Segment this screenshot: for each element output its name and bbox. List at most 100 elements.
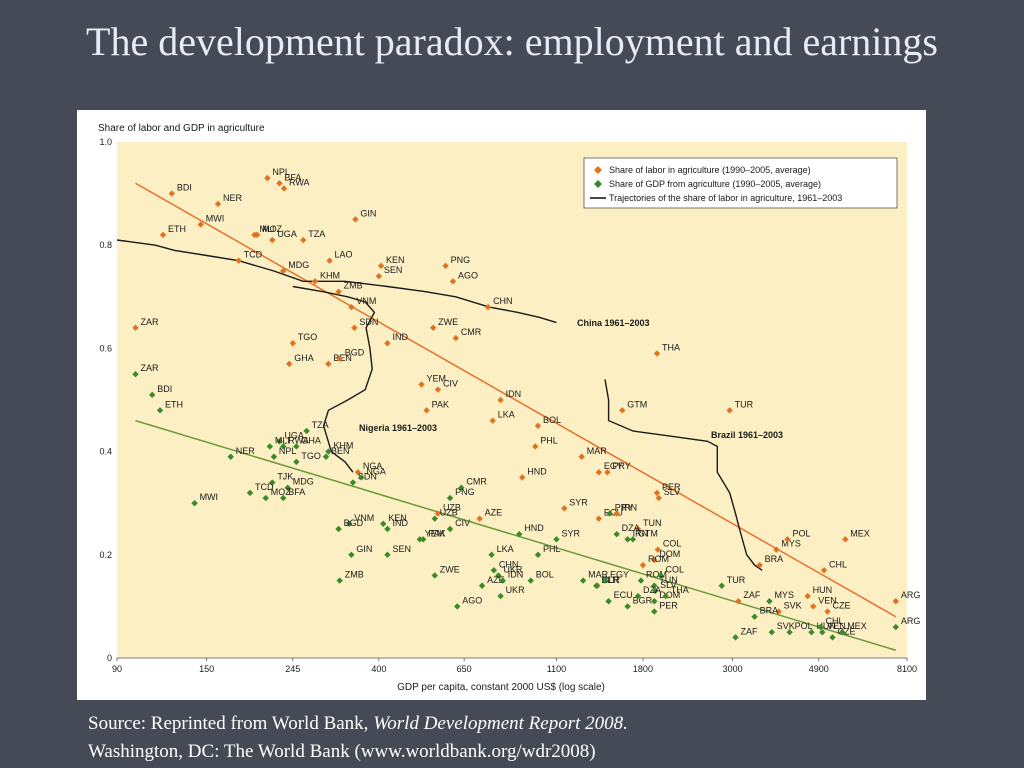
labor-point-tun xyxy=(634,525,642,533)
x-tick-label: 1100 xyxy=(547,664,566,674)
labor-point-label-ecu: ECU xyxy=(604,508,623,518)
labor-point-label-moz: MOZ xyxy=(262,224,282,234)
labor-point-rom xyxy=(639,561,647,569)
gdp-point-label-sen: SEN xyxy=(392,544,411,554)
gdp-point-label-bra: BRA xyxy=(760,606,779,616)
labor-point-mwi xyxy=(197,221,204,228)
gdp-point-label-ven: VEN xyxy=(827,621,846,631)
labor-point-tha xyxy=(653,350,661,357)
gdp-point-tza xyxy=(303,427,310,435)
labor-point-label-bra: BRA xyxy=(765,554,784,564)
y-tick-label: 0.4 xyxy=(99,447,112,457)
labor-point-label-vnm: VNM xyxy=(356,296,376,306)
labor-point-label-uga: UGA xyxy=(277,229,297,239)
labor-point-mys xyxy=(773,546,780,553)
labor-point-label-slv: SLV xyxy=(664,487,680,497)
trajectory-label-brazil: Brazil 1961–2003 xyxy=(711,430,783,440)
x-tick-label: 150 xyxy=(199,664,214,674)
labor-point-label-svk: SVK xyxy=(784,601,802,611)
gdp-point-png xyxy=(446,494,454,502)
gdp-point-mex xyxy=(839,629,846,636)
gdp-point-label-tza: TZA xyxy=(312,420,329,430)
legend-item-trajectory: Trajectories of the share of labor in ag… xyxy=(609,193,842,203)
labor-point-label-ago: AGO xyxy=(458,270,478,280)
gdp-point-label-ner: NER xyxy=(236,446,256,456)
gdp-point-zmb xyxy=(336,577,343,584)
labor-point-label-sdn: SDN xyxy=(359,317,378,327)
gdp-point-label-zmb: ZMB xyxy=(345,570,364,580)
gdp-point-per xyxy=(651,608,658,615)
labor-point-label-tun: TUN xyxy=(643,518,662,528)
x-tick-label: 8100 xyxy=(897,664,917,674)
labor-point-chn xyxy=(484,303,492,311)
gdp-point-mys xyxy=(766,598,773,605)
gdp-point-label-mex: MEX xyxy=(847,621,867,631)
gdp-point-label-lka: LKA xyxy=(497,544,514,554)
labor-point-ven xyxy=(810,603,817,610)
labor-point-label-syr: SYR xyxy=(569,497,588,507)
axis-layer: 90 150 245 400 650 1100 1800 3000 4900 8100 0 0.2 0.… xyxy=(99,137,917,674)
gdp-point-label-civ: CIV xyxy=(455,518,470,528)
labor-point-label-rom: ROM xyxy=(648,554,669,564)
source-line-2: Washington, DC: The World Bank (www.worl… xyxy=(88,741,596,762)
gdp-point-label-svk: SVK xyxy=(777,621,795,631)
labor-point-label-ner: NER xyxy=(223,193,243,203)
gdp-point-label-npl: NPL xyxy=(279,446,297,456)
gdp-point-blr xyxy=(593,582,600,589)
gdp-point-label-ind: IND xyxy=(392,518,408,528)
gdp-point-dom xyxy=(651,598,658,605)
gdp-point-eth xyxy=(156,407,164,414)
labor-point-label-pak: PAK xyxy=(432,399,449,409)
gdp-point-ago xyxy=(454,603,461,610)
labor-point-label-eth: ETH xyxy=(168,224,186,234)
gdp-point-label-dom: DOM xyxy=(659,590,680,600)
gdp-point-dza xyxy=(613,530,620,538)
labor-point-label-sen: SEN xyxy=(384,265,403,275)
labor-point-irn xyxy=(613,510,620,517)
y-tick-label: 0.8 xyxy=(99,240,112,250)
labor-point-vnm xyxy=(348,303,355,311)
labor-point-lao xyxy=(326,257,333,264)
gdp-point-label-tun: TUN xyxy=(659,575,678,585)
y-tick-label: 0 xyxy=(107,653,112,663)
gdp-point-mwi xyxy=(191,500,198,507)
gdp-point-bgr xyxy=(624,603,631,610)
gdp-point-tgo xyxy=(293,458,300,466)
gdp-point-label-idn: IDN xyxy=(508,570,524,580)
gdp-point-label-dza: DZA xyxy=(643,585,661,595)
y-tick-label: 1.0 xyxy=(99,137,112,147)
source-prefix: Source: Reprinted from World Bank, xyxy=(88,713,374,734)
labor-point-gin xyxy=(352,216,359,223)
source-report-title: World Development Report 2008. xyxy=(373,713,628,734)
gdp-point-ner xyxy=(227,453,234,460)
gdp-point-label-arg: ARG xyxy=(901,616,921,626)
labor-point-label-aze: AZE xyxy=(485,508,503,518)
gdp-point-moz xyxy=(262,494,269,502)
gdp-point-tcd xyxy=(246,489,254,497)
x-tick-label: 1800 xyxy=(633,664,653,674)
labor-point-label-gtm: GTM xyxy=(627,399,647,409)
legend-box xyxy=(583,157,898,209)
labor-point-eth xyxy=(159,231,167,239)
x-axis-label: GDP per capita, constant 2000 US$ (log s… xyxy=(397,682,605,693)
gdp-point-pry xyxy=(606,510,613,517)
labor-point-ben xyxy=(325,360,332,368)
labor-point-label-ven: VEN xyxy=(818,595,837,605)
labor-point-zmb xyxy=(335,288,342,295)
labor-point-moz xyxy=(253,231,261,239)
x-tick-label: 400 xyxy=(371,664,386,674)
labor-point-label-tcd: TCD xyxy=(244,250,263,260)
labor-point-label-tgo: TGO xyxy=(298,332,318,342)
labor-point-zwe xyxy=(429,324,437,331)
y-tick-label: 0.2 xyxy=(99,550,112,560)
gdp-point-ecu xyxy=(605,598,612,605)
labor-point-uzb xyxy=(434,510,442,517)
labor-point-egy xyxy=(595,469,603,476)
gdp-point-label-ukr: UKR xyxy=(503,564,523,574)
labor-point-label-idn: IDN xyxy=(506,389,522,399)
labor-point-rwa xyxy=(280,185,288,192)
labor-point-ago xyxy=(449,278,457,285)
labor-point-uga xyxy=(269,236,276,244)
source-note: Source: Reprinted from World Bank, World… xyxy=(88,710,628,766)
labor-point-ind xyxy=(384,340,391,347)
